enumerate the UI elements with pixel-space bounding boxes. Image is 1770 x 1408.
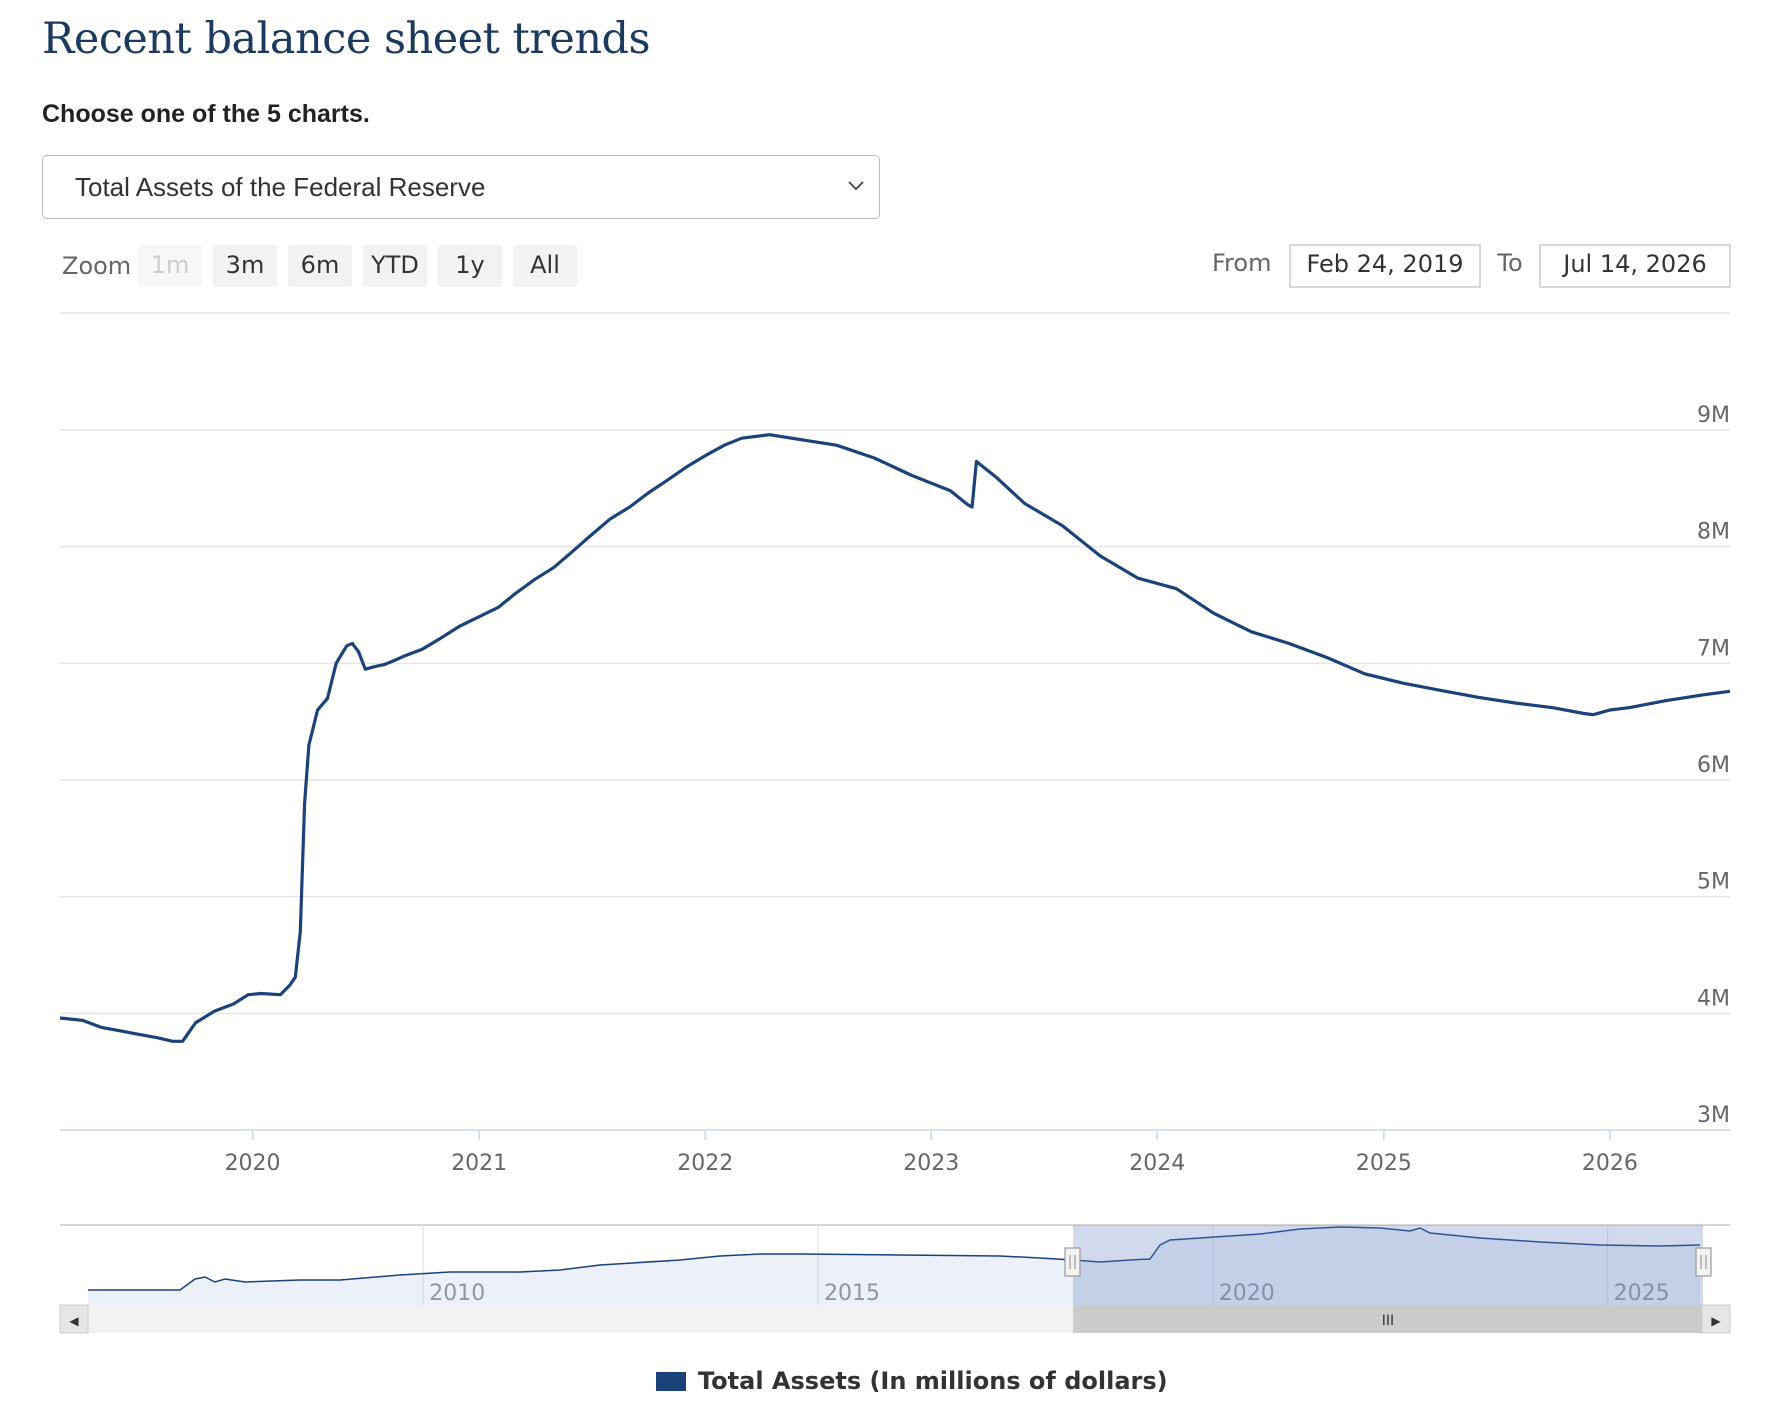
zoom-button-label: 6m: [301, 251, 340, 279]
zoom-button-label: 1y: [455, 251, 484, 279]
series-layer: [59, 433, 1731, 1043]
y-tick-label: 9M: [1697, 403, 1730, 428]
y-tick-label: 4M: [1697, 986, 1730, 1011]
navigator-background: [60, 1225, 1730, 1305]
zoom-button-6m[interactable]: 6m: [288, 245, 352, 287]
to-label: To: [1496, 249, 1522, 277]
scrollbar-thumb[interactable]: [1073, 1305, 1703, 1333]
zoom-label: Zoom: [62, 252, 131, 280]
navigator-series-line: [88, 1226, 1701, 1291]
zoom-button-label: 3m: [226, 251, 265, 279]
chart-chooser-label: Choose one of the 5 charts.: [42, 100, 370, 128]
legend-swatch: [656, 1372, 686, 1391]
x-tick-label: 2022: [677, 1151, 733, 1176]
chart-select[interactable]: Total Assets of the Federal Reserve: [42, 155, 880, 219]
navigator[interactable]: 2010 2015 2020 2025: [60, 1224, 1730, 1306]
range-selector: Zoom 1m 3m 6m YTD 1y All From Feb 24, 2019 To…: [60, 244, 1731, 314]
x-tick-label: 2026: [1582, 1151, 1638, 1176]
zoom-button-ytd[interactable]: YTD: [363, 245, 427, 287]
x-tick-label: 2025: [1356, 1151, 1412, 1176]
scrollbar-grip-icon: III: [1382, 1313, 1394, 1329]
navigator-series-area: [88, 1227, 1700, 1305]
chevron-down-icon: [848, 181, 864, 191]
zoom-button-label: All: [530, 251, 560, 279]
grid-lines: [60, 429, 1730, 1131]
y-tick-label: 3M: [1697, 1103, 1730, 1128]
from-date-input[interactable]: [1289, 244, 1481, 288]
scrollbar[interactable]: ◀ III ▶: [59, 1304, 1731, 1334]
legend[interactable]: Total Assets (In millions of dollars): [656, 1367, 1168, 1395]
arrow-left-icon: ◀: [69, 1314, 79, 1328]
x-tick-label: 2024: [1129, 1151, 1185, 1176]
x-tick-label: 2021: [451, 1151, 507, 1176]
to-date-value: Jul 14, 2026: [1561, 250, 1706, 278]
x-axis: 2020 2021 2022 2023 2024 2025 2026: [225, 1130, 1638, 1176]
navigator-tick-label: 2020: [1219, 1281, 1275, 1306]
zoom-button-label: YTD: [370, 251, 419, 279]
navigator-handle-right[interactable]: [1695, 1247, 1712, 1277]
zoom-button-3m[interactable]: 3m: [213, 245, 277, 287]
zoom-button-1y[interactable]: 1y: [438, 245, 502, 287]
chart-select-value: Total Assets of the Federal Reserve: [75, 172, 486, 202]
zoom-button-label: 1m: [151, 251, 190, 279]
from-label: From: [1212, 249, 1271, 277]
navigator-tick-label: 2025: [1614, 1281, 1670, 1306]
zoom-button-all[interactable]: All: [513, 245, 577, 287]
y-tick-label: 8M: [1697, 520, 1730, 545]
y-tick-label: 6M: [1697, 753, 1730, 778]
zoom-button-1m: 1m: [138, 245, 202, 287]
from-date-value: Feb 24, 2019: [1307, 250, 1464, 278]
scroll-left-button[interactable]: [59, 1304, 89, 1334]
arrow-right-icon: ▶: [1711, 1314, 1721, 1328]
navigator-tick-label: 2015: [824, 1281, 880, 1306]
navigator-handle-left[interactable]: [1064, 1247, 1081, 1277]
page-title: Recent balance sheet trends: [42, 14, 651, 64]
series-line-total-assets[interactable]: [59, 433, 1731, 1043]
y-tick-label: 5M: [1697, 870, 1730, 895]
y-tick-label: 7M: [1697, 636, 1730, 661]
to-date-input[interactable]: [1539, 244, 1731, 288]
navigator-selection[interactable]: [1073, 1225, 1703, 1305]
y-axis: 3M 4M 5M 6M 7M 8M 9M: [1697, 403, 1730, 1128]
x-tick-label: 2020: [225, 1151, 281, 1176]
legend-label: Total Assets (In millions of dollars): [698, 1367, 1168, 1395]
x-tick-label: 2023: [903, 1151, 959, 1176]
scroll-right-button[interactable]: [1701, 1304, 1731, 1334]
navigator-tick-label: 2010: [429, 1281, 485, 1306]
